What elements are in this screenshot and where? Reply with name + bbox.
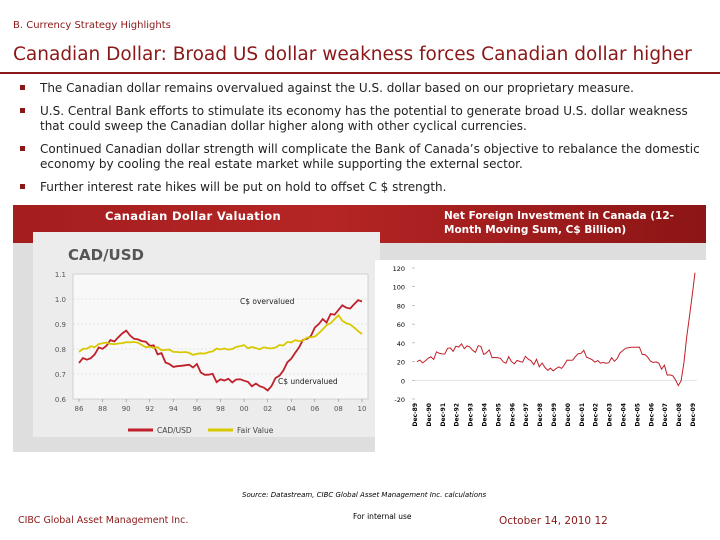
bullet-text: The Canadian dollar remains overvalued a… bbox=[40, 81, 634, 95]
y-tick-label: 80 bbox=[397, 302, 405, 310]
footer-date-page: October 14, 2010 12 bbox=[499, 515, 608, 527]
bullet-square-icon bbox=[20, 107, 25, 113]
x-tick-label: 06 bbox=[310, 405, 319, 413]
y-tick-label: 60 bbox=[397, 321, 405, 329]
x-tick-label: 04 bbox=[287, 405, 296, 413]
x-tick-label: Dec-90 bbox=[426, 403, 433, 426]
y-tick-label: 100 bbox=[393, 284, 405, 292]
bullet-text: Further interest rate hikes will be put … bbox=[40, 179, 447, 194]
x-tick-label: Dec-05 bbox=[634, 403, 641, 426]
x-tick-label: 92 bbox=[145, 405, 154, 413]
annotation-overvalued: C$ overvalued bbox=[240, 297, 295, 306]
x-tick-label: 94 bbox=[169, 405, 178, 413]
annotation-undervalued: C$ undervalued bbox=[278, 377, 338, 386]
x-tick-label: Dec-95 bbox=[495, 403, 502, 426]
x-tick-label: Dec-98 bbox=[537, 403, 544, 426]
legend-label: CAD/USD bbox=[157, 426, 192, 435]
chart-panel: CAD/USD 1.1 1.0 0.9 0.8 0.7 0.6 86 88 90 92 94 96 98 0… bbox=[13, 205, 706, 452]
nfi-chart-area: 120 100 80 60 40 20 0 -20 Dec-89 Dec-90 Dec-91 Dec-… bbox=[375, 260, 706, 452]
x-tick-label: Dec-09 bbox=[690, 403, 697, 426]
x-tick-label: Dec-94 bbox=[482, 403, 489, 426]
legend-label: Fair Value bbox=[237, 426, 274, 435]
section-label: B. Currency Strategy Highlights bbox=[13, 20, 171, 31]
x-tick-label: Dec-89 bbox=[412, 403, 419, 426]
x-tick-label: Dec-97 bbox=[523, 403, 530, 426]
x-tick-label: Dec-93 bbox=[468, 403, 475, 426]
y-tick-label: 40 bbox=[397, 340, 405, 348]
left-chart-heading: Canadian Dollar Valuation bbox=[105, 209, 281, 223]
nfi-chart: 120 100 80 60 40 20 0 -20 Dec-89 Dec-90 Dec-91 Dec-… bbox=[393, 265, 697, 426]
series-line-net-foreign-investment bbox=[416, 272, 696, 387]
y-tick-label: 1.1 bbox=[55, 271, 66, 279]
x-tick-label: Dec-06 bbox=[648, 403, 655, 426]
x-tick-label: Dec-00 bbox=[565, 403, 572, 426]
y-tick-label: 20 bbox=[397, 359, 405, 367]
x-tick-label: 90 bbox=[122, 405, 131, 413]
plot-area bbox=[415, 268, 697, 399]
x-tick-label: 96 bbox=[192, 405, 201, 413]
series-line-cad-usd bbox=[78, 299, 363, 392]
x-tick-label: Dec-03 bbox=[607, 403, 614, 426]
source-note: Source: Datastream, CIBC Global Asset Ma… bbox=[242, 491, 487, 499]
x-tick-label: 88 bbox=[98, 405, 107, 413]
plot-area bbox=[72, 273, 369, 400]
x-tick-label: 86 bbox=[75, 405, 84, 413]
y-tick-label: 0.6 bbox=[55, 396, 67, 404]
title-rule bbox=[0, 72, 720, 74]
x-tick-label: 02 bbox=[263, 405, 272, 413]
x-tick-label: Dec-99 bbox=[551, 403, 558, 426]
x-tick-label: Dec-01 bbox=[579, 403, 586, 426]
chart-title: CAD/USD bbox=[68, 246, 144, 264]
x-tick-label: 10 bbox=[358, 405, 367, 413]
bullet-square-icon bbox=[20, 183, 25, 189]
bullet-square-icon bbox=[20, 145, 25, 151]
x-tick-label: Dec-07 bbox=[662, 403, 669, 426]
y-tick-label: 0.7 bbox=[55, 371, 66, 379]
x-tick-label: Dec-92 bbox=[454, 403, 461, 426]
right-chart-heading: Net Foreign Investment in Canada (12-Mon… bbox=[444, 210, 675, 236]
y-tick-label: 1.0 bbox=[55, 296, 66, 304]
footer-company: CIBC Global Asset Management Inc. bbox=[18, 515, 189, 526]
series-line-fair-value bbox=[78, 313, 363, 356]
y-tick-label: 120 bbox=[393, 265, 405, 273]
bullet-square-icon bbox=[20, 85, 25, 90]
x-tick-label: Dec-91 bbox=[440, 403, 447, 426]
cad-usd-chart-area: CAD/USD 1.1 1.0 0.9 0.8 0.7 0.6 86 88 90 92 94 96 98 0… bbox=[33, 232, 380, 437]
y-tick-label: 0.9 bbox=[55, 321, 66, 329]
y-tick-label: -20 bbox=[394, 396, 405, 404]
x-tick-label: Dec-02 bbox=[593, 403, 600, 426]
footer-internal-use: For internal use bbox=[353, 512, 412, 521]
y-tick-label: 0 bbox=[401, 377, 405, 385]
x-tick-label: 08 bbox=[334, 405, 343, 413]
x-tick-label: Dec-08 bbox=[676, 403, 683, 426]
bullet-item: The Canadian dollar remains overvalued a… bbox=[18, 81, 710, 97]
x-tick-label: Dec-96 bbox=[509, 403, 516, 426]
page-title: Canadian Dollar: Broad US dollar weaknes… bbox=[13, 44, 692, 65]
bullet-item: Further interest rate hikes will be put … bbox=[18, 180, 710, 196]
bullet-text: Continued Canadian dollar strength will … bbox=[40, 141, 700, 172]
bullet-list: The Canadian dollar remains overvalued a… bbox=[18, 81, 710, 202]
y-tick-label: 0.8 bbox=[55, 346, 66, 354]
bullet-text: U.S. Central Bank efforts to stimulate i… bbox=[40, 103, 688, 134]
x-tick-label: 98 bbox=[216, 405, 225, 413]
x-tick-label: 00 bbox=[240, 405, 249, 413]
bullet-item: U.S. Central Bank efforts to stimulate i… bbox=[18, 104, 710, 135]
x-tick-label: Dec-04 bbox=[621, 403, 628, 426]
bullet-item: Continued Canadian dollar strength will … bbox=[18, 142, 710, 173]
